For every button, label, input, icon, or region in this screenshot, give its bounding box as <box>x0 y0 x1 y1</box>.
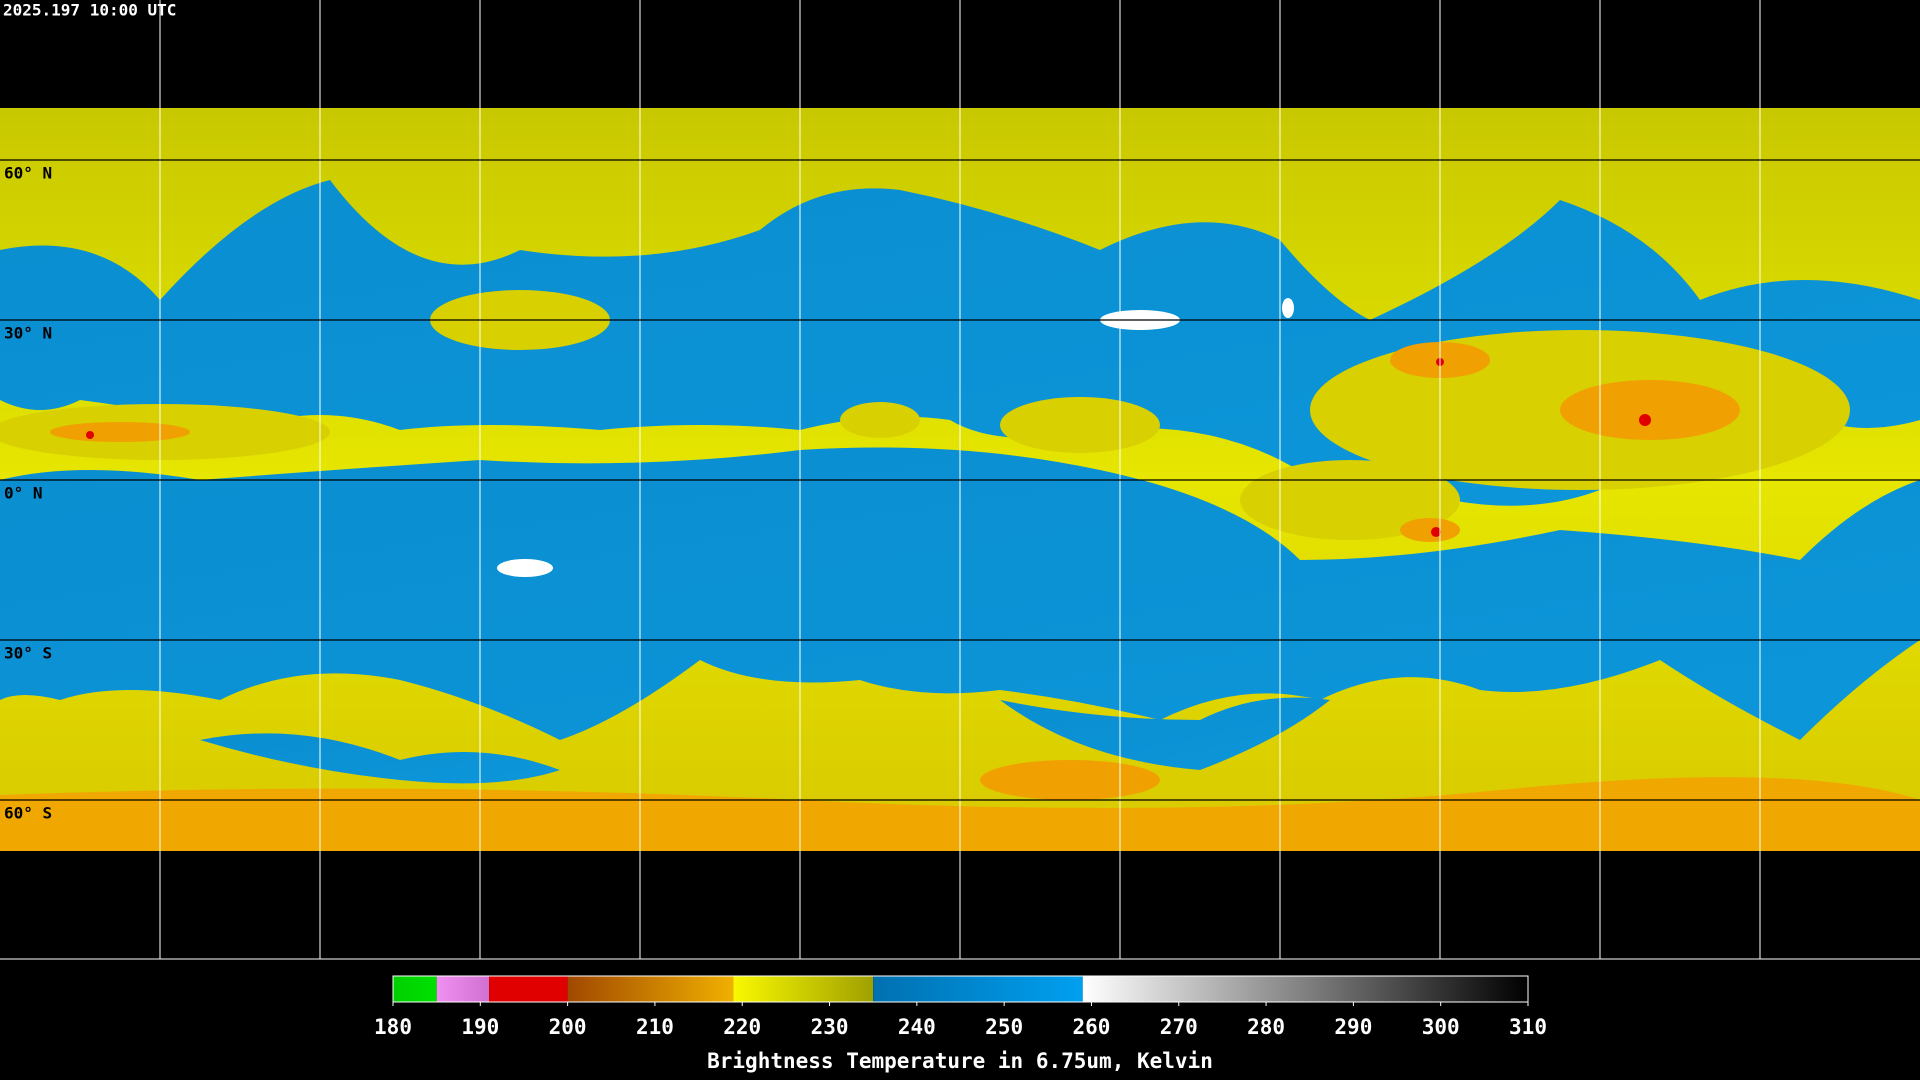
colorbar: 180 190 200 210 220 230 240 250 260 270 280 290 300 3… <box>374 975 1547 1039</box>
colorbar-frame <box>392 975 1529 1003</box>
timestamp: 2025.197 10:00 UTC <box>3 1 176 20</box>
latitude-label: 60° N <box>4 164 52 183</box>
colorbar-segment <box>1082 976 1528 1002</box>
colorbar-tick-label: 230 <box>811 1015 849 1039</box>
colorbar-tick-label: 310 <box>1509 1015 1547 1039</box>
colorbar-tick-label: 250 <box>985 1015 1023 1039</box>
colorbar-tick-label: 280 <box>1247 1015 1285 1039</box>
colorbar-tick-label: 220 <box>723 1015 761 1039</box>
deep-convection <box>50 342 1740 800</box>
colorbar-segment <box>733 976 874 1002</box>
latitude-label: 30° N <box>4 324 52 343</box>
latitude-label: 60° S <box>4 804 52 823</box>
dry-region <box>200 733 560 784</box>
colorbar-tick-label: 270 <box>1160 1015 1198 1039</box>
colorbar-segment <box>393 976 437 1002</box>
colorbar-tick-label: 300 <box>1422 1015 1460 1039</box>
latitude-lines: 60° N 30° N 0° N 30° S 60° S <box>0 159 1920 823</box>
dry-region <box>1000 697 1330 770</box>
colorbar-tick-label: 240 <box>898 1015 936 1039</box>
cold-tops <box>86 358 1651 537</box>
colorbar-segment <box>489 976 568 1002</box>
colorbar-tick-label: 200 <box>549 1015 587 1039</box>
colorbar-tick-label: 290 <box>1334 1015 1372 1039</box>
colorbar-tick-label: 210 <box>636 1015 674 1039</box>
colorbar-tick-label: 260 <box>1072 1015 1110 1039</box>
latitude-label: 30° S <box>4 644 52 663</box>
colorbar-tick-label: 180 <box>374 1015 412 1039</box>
colorbar-title: Brightness Temperature in 6.75um, Kelvin <box>707 1049 1213 1073</box>
latitude-label: 0° N <box>4 484 43 503</box>
colorbar-segment <box>873 976 1083 1002</box>
colorbar-segment <box>567 976 734 1002</box>
colorbar-tick-label: 190 <box>461 1015 499 1039</box>
colorbar-segment <box>436 976 490 1002</box>
